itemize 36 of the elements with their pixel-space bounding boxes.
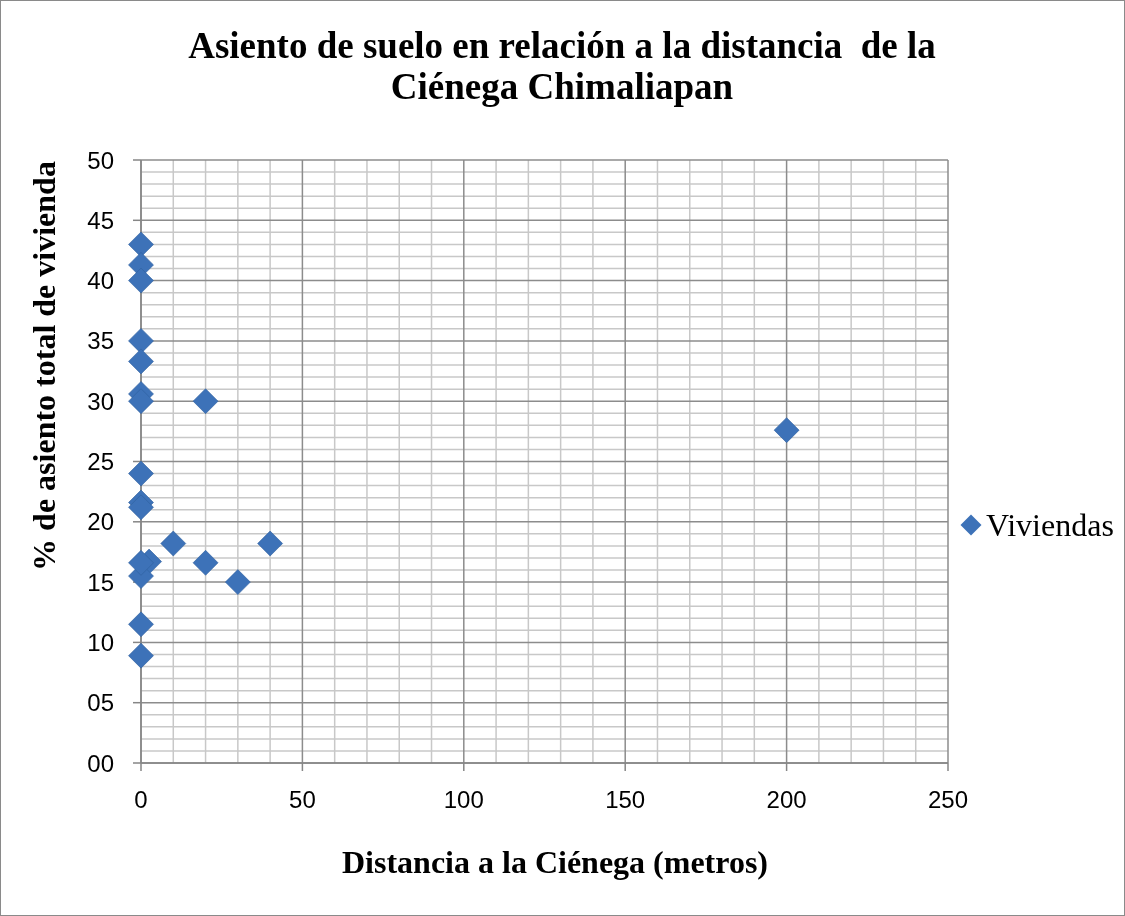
point	[128, 328, 154, 354]
y-tick-label: 20	[87, 508, 114, 536]
y-tick-label: 25	[87, 448, 114, 476]
y-tick-label: 00	[87, 749, 114, 777]
y-tick-label: 35	[87, 327, 114, 355]
y-tick-label: 50	[87, 146, 114, 174]
point	[128, 642, 154, 669]
point	[773, 417, 800, 443]
point	[160, 530, 187, 557]
x-tick-label: 200	[766, 786, 807, 814]
y-tick-label: 45	[87, 206, 114, 234]
point	[128, 348, 154, 375]
x-tick-label: 0	[134, 786, 148, 814]
x-tick-label: 150	[605, 786, 646, 814]
y-axis-title: % de asiento total de vivienda	[26, 161, 62, 571]
point	[128, 460, 154, 487]
y-tick-label: 15	[87, 568, 114, 596]
point	[128, 388, 154, 414]
y-tick-label: 40	[87, 267, 114, 295]
y-tick-label: 30	[87, 387, 114, 415]
point	[192, 550, 219, 576]
y-tick-label: 05	[87, 689, 114, 717]
point	[257, 530, 283, 557]
chart-title: Asiento de suelo en relación a la distancia de la Ciénega Chimaliapan	[188, 25, 937, 107]
y-tick-label: 10	[87, 628, 114, 656]
point	[225, 569, 251, 595]
x-tick-label: 50	[289, 786, 316, 814]
x-tick-label: 250	[927, 786, 969, 814]
point	[128, 611, 154, 638]
point	[128, 494, 154, 521]
point	[192, 388, 219, 414]
x-tick-label: 100	[443, 786, 484, 814]
legend-label: Viviendas	[986, 506, 1114, 544]
point	[128, 550, 154, 576]
x-axis-title: Distancia a la Ciénega (metros)	[342, 844, 768, 880]
point	[128, 267, 154, 294]
